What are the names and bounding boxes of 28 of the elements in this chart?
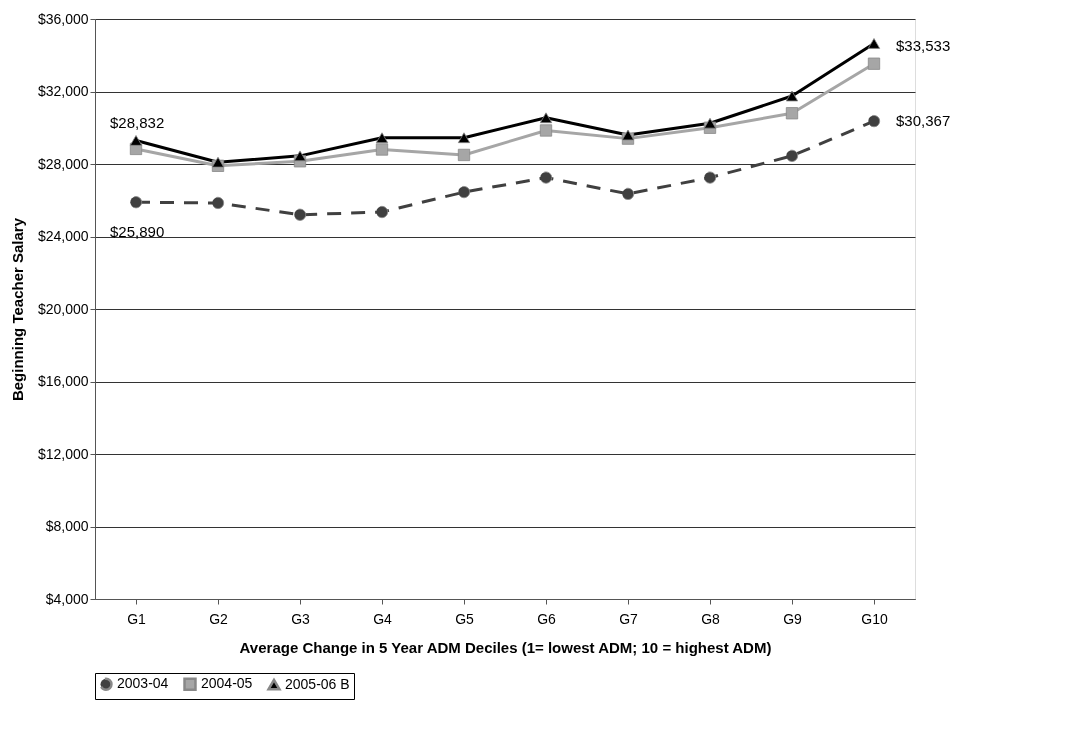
- x-tick-label: G3: [291, 610, 311, 627]
- x-tick-label: G7: [619, 610, 639, 627]
- data-label: $30,367: [896, 112, 951, 130]
- legend-label: 2004-05: [201, 675, 253, 692]
- x-tick-label: G1: [127, 610, 147, 627]
- x-tick-label: G2: [209, 610, 229, 627]
- x-tick-label: G10: [861, 610, 888, 627]
- y-tick-label: $16,000: [37, 373, 89, 389]
- y-tick-label: $28,000: [37, 155, 89, 172]
- y-tick-label: $32,000: [37, 83, 89, 99]
- y-tick-label: $24,000: [37, 228, 89, 244]
- data-label: $25,890: [110, 223, 165, 241]
- y-tick-label: $4,000: [45, 590, 89, 607]
- x-tick-label: G8: [701, 610, 721, 627]
- y-tick-label: $20,000: [37, 300, 89, 317]
- x-tick-label: G9: [783, 610, 803, 627]
- data-label: $33,533: [896, 36, 951, 54]
- y-axis-title: Beginning Teacher Salary: [8, 217, 26, 402]
- x-tick-label: G4: [373, 610, 393, 627]
- legend-label: 2005-06 B: [285, 675, 350, 692]
- y-tick-label: $8,000: [45, 518, 89, 534]
- x-tick-label: G5: [455, 610, 475, 627]
- data-label: $28,832: [110, 113, 165, 131]
- legend-label: 2003-04: [117, 675, 169, 692]
- x-tick-label: G6: [537, 610, 557, 627]
- y-tick-label: $36,000: [37, 10, 89, 27]
- x-axis-title: Average Change in 5 Year ADM Deciles (1= lowest ADM; 10 = highest ADM): [239, 638, 772, 656]
- y-tick-label: $12,000: [37, 445, 89, 462]
